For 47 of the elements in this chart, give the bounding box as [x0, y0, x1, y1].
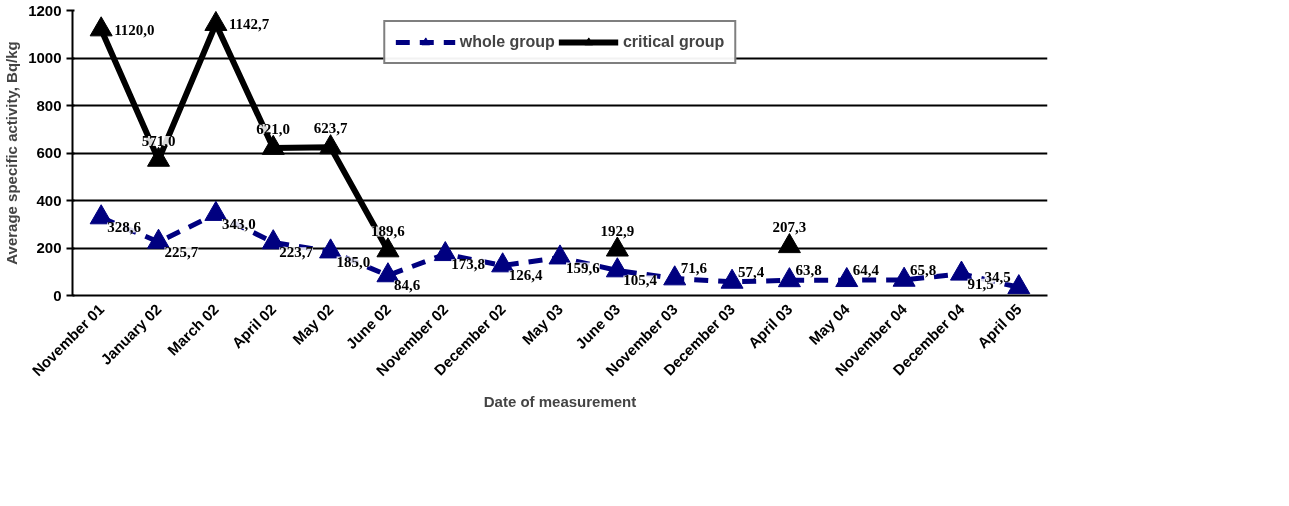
data-label: 189,6 — [371, 223, 406, 240]
point — [147, 228, 171, 249]
point — [376, 237, 400, 258]
y-tick-label: 1000 — [28, 49, 62, 66]
point — [548, 244, 572, 265]
y-tick-label: 200 — [36, 239, 62, 256]
x-tick-label: May 02 — [289, 300, 337, 348]
data-label: 571,0 — [141, 132, 176, 149]
data-label: 105,4 — [623, 272, 658, 289]
point — [319, 134, 343, 155]
data-label: 192,9 — [600, 222, 635, 239]
data-label: 57,4 — [738, 263, 765, 280]
data-label: 1120,0 — [114, 21, 155, 38]
legend-label: whole group — [459, 33, 555, 51]
point — [319, 238, 343, 259]
y-tick-label: 800 — [36, 96, 62, 114]
data-label: 159,6 — [566, 259, 601, 276]
data-label: 623,7 — [313, 120, 348, 137]
data-label: 65,8 — [910, 261, 937, 278]
data-label: 621,0 — [256, 121, 291, 138]
data-label: 225,7 — [164, 243, 199, 260]
data-label: 185,0 — [336, 253, 371, 270]
y-tick-label: 600 — [36, 144, 62, 161]
legend-label: critical group — [622, 33, 725, 51]
data-label: 63,8 — [795, 262, 822, 279]
y-axis-title: Average specific activity, Bq/kg — [3, 41, 21, 265]
point — [777, 233, 801, 254]
x-tick-label: May 04 — [805, 300, 854, 348]
data-label: 207,3 — [772, 219, 807, 236]
point — [949, 260, 973, 281]
y-tick-label: 400 — [36, 191, 62, 209]
point — [204, 10, 228, 31]
y-tick-label: 0 — [53, 286, 62, 304]
point — [89, 16, 113, 37]
data-label: 173,8 — [451, 256, 486, 273]
data-label: 223,7 — [279, 244, 314, 261]
y-tick-label: 1200 — [28, 1, 62, 19]
data-label: 1142,7 — [228, 16, 270, 33]
data-label: 64,4 — [852, 262, 880, 279]
data-label: 71,6 — [680, 260, 708, 277]
data-label: 126,4 — [508, 267, 543, 284]
x-axis-title: Date of measurement — [483, 393, 637, 411]
data-label: 84,6 — [393, 277, 421, 294]
point — [204, 200, 228, 221]
point — [147, 146, 171, 167]
data-label: 343,0 — [221, 216, 256, 233]
data-label: 328,6 — [107, 219, 142, 236]
